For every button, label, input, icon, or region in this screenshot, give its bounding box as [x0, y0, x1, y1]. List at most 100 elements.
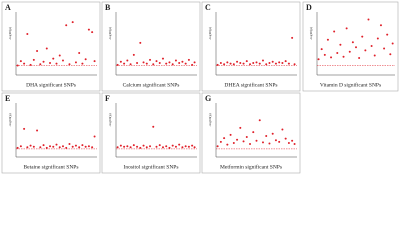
snp-point — [49, 145, 52, 148]
snp-point — [139, 146, 142, 149]
panel-frame — [1, 1, 101, 92]
panel-letter: G — [205, 94, 211, 103]
x-axis-label: Metformin significant SNPs — [220, 163, 282, 170]
snp-point — [174, 59, 177, 62]
panel-frame — [302, 1, 399, 92]
snp-point — [178, 143, 181, 146]
panel-letter: D — [306, 3, 312, 12]
snp-point — [293, 143, 296, 146]
snp-point — [383, 47, 386, 50]
snp-point — [168, 61, 171, 64]
snp-point — [216, 145, 219, 148]
snp-point — [152, 125, 155, 128]
snp-point — [149, 145, 152, 148]
snp-point — [320, 48, 323, 51]
snp-point — [155, 145, 158, 148]
snp-point — [336, 51, 339, 54]
snp-point — [239, 126, 242, 129]
snp-point — [178, 62, 181, 65]
figure: A -log10(p) DHA significant SNPs B -log10(p)… — [1, 1, 399, 174]
snp-point — [278, 61, 281, 64]
x-axis-label: DHA significant SNPs — [26, 81, 76, 88]
snp-point — [84, 58, 87, 61]
snp-point — [161, 57, 164, 60]
snp-point — [232, 141, 235, 144]
snp-point — [252, 131, 255, 134]
snp-point — [168, 146, 171, 149]
snp-point — [19, 145, 22, 148]
snp-point — [136, 62, 139, 65]
snp-point — [84, 145, 87, 148]
snp-point — [116, 63, 119, 66]
snp-point — [65, 146, 68, 149]
snp-point — [55, 143, 58, 146]
snp-point — [139, 41, 142, 44]
snp-point — [26, 33, 29, 36]
snp-point — [255, 139, 258, 142]
snp-point — [71, 145, 74, 148]
snp-point — [39, 63, 42, 66]
snp-point — [181, 146, 184, 149]
snp-point — [191, 144, 194, 147]
snp-point — [261, 141, 264, 144]
snp-point — [245, 60, 248, 63]
panel-frame — [1, 92, 101, 174]
snp-point — [58, 54, 61, 57]
snp-point — [74, 61, 77, 64]
snp-point — [281, 62, 284, 65]
snp-point — [142, 61, 145, 64]
snp-point — [291, 36, 294, 39]
snp-point — [191, 63, 194, 66]
snp-point — [184, 145, 187, 148]
snp-point — [184, 62, 187, 65]
snp-point — [87, 28, 90, 31]
x-axis-label: DHEA significant SNPs — [224, 81, 277, 88]
snp-point — [29, 63, 32, 66]
snp-point — [19, 60, 22, 63]
snp-point — [152, 63, 155, 66]
panel-frame — [101, 92, 201, 174]
x-axis-label: Inositol significant SNPs — [123, 163, 178, 170]
snp-point — [389, 53, 392, 56]
snp-point — [155, 60, 158, 63]
snp-point — [281, 128, 284, 131]
snp-point — [239, 62, 242, 65]
snp-point — [52, 145, 55, 148]
snp-point — [242, 62, 245, 65]
snp-point — [171, 63, 174, 66]
snp-point — [126, 59, 129, 62]
snp-point — [161, 146, 164, 149]
snp-point — [78, 146, 81, 149]
x-axis-label: Betaine significant SNPs — [24, 163, 79, 170]
panel-letter: F — [105, 94, 110, 103]
snp-point — [391, 42, 394, 45]
y-axis-label: -log10(p) — [108, 26, 112, 40]
snp-point — [129, 63, 132, 66]
snp-point — [68, 143, 71, 146]
snp-point — [74, 144, 77, 147]
panel-letter: E — [5, 94, 10, 103]
snp-point — [330, 56, 333, 59]
snp-point — [174, 145, 177, 148]
snp-point — [29, 144, 32, 147]
snp-point — [23, 127, 26, 130]
snp-point — [45, 146, 48, 149]
snp-point — [145, 62, 148, 65]
snp-point — [181, 60, 184, 63]
snp-point — [91, 146, 94, 149]
snp-point — [145, 146, 148, 149]
snp-point — [39, 146, 42, 149]
snp-point — [236, 60, 239, 63]
x-axis-label: Calcium significant SNPs — [123, 81, 180, 88]
x-axis-label: Vitamin D significant SNPs — [320, 81, 381, 88]
snp-point — [45, 47, 48, 50]
snp-point — [278, 140, 281, 143]
snp-point — [258, 62, 261, 65]
snp-point — [223, 137, 226, 140]
snp-point — [386, 33, 389, 36]
snp-point — [284, 137, 287, 140]
snp-point — [219, 140, 222, 143]
snp-point — [71, 21, 74, 24]
snp-point — [52, 57, 55, 60]
snp-point — [142, 144, 145, 147]
